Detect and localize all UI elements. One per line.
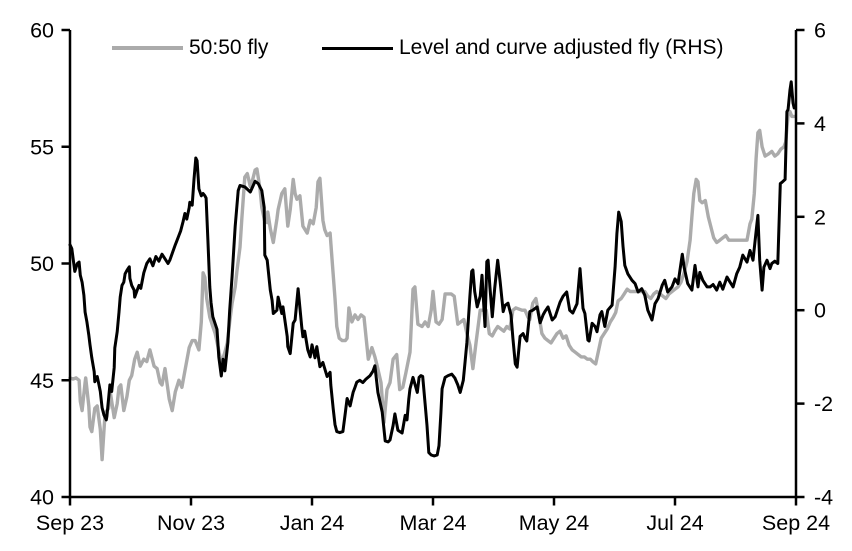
- x-axis-tick-label: Sep 24: [762, 511, 830, 535]
- right-axis-tick-label: -4: [814, 486, 833, 510]
- left-axis-tick-label: 50: [30, 252, 54, 276]
- right-axis-tick-label: 2: [814, 205, 826, 229]
- right-axis-tick-label: 4: [814, 112, 826, 136]
- legend-line-swatch-gray: [112, 46, 183, 50]
- legend-label-level-curve-adjusted-fly: Level and curve adjusted fly (RHS): [399, 36, 724, 59]
- series-level-curve-adjusted-fly-line: [68, 80, 796, 458]
- legend-item-level-curve-adjusted-fly: Level and curve adjusted fly (RHS): [322, 36, 724, 60]
- series-5050-fly-line: [68, 109, 796, 462]
- x-axis-tick-label: Sep 23: [36, 511, 104, 535]
- left-axis-tick-label: 55: [30, 135, 54, 159]
- left-axis-tick-label: 60: [30, 19, 54, 43]
- right-axis-tick-label: 0: [814, 299, 826, 323]
- x-axis-tick-label: Mar 24: [400, 511, 467, 535]
- x-axis-tick-label: Nov 23: [157, 511, 225, 535]
- legend-line-swatch-black: [322, 46, 393, 50]
- left-axis-tick-label: 45: [30, 369, 54, 393]
- legend-item-5050-fly: 50:50 fly: [112, 36, 268, 60]
- right-axis-tick-label: -2: [814, 392, 833, 416]
- right-axis-tick-label: 6: [814, 19, 826, 43]
- x-axis-tick-label: Jan 24: [280, 511, 345, 535]
- legend-label-5050-fly: 50:50 fly: [189, 36, 269, 59]
- left-axis-tick-label: 40: [30, 486, 54, 510]
- x-axis-tick-label: May 24: [519, 511, 590, 535]
- x-axis-tick-label: Jul 24: [646, 511, 703, 535]
